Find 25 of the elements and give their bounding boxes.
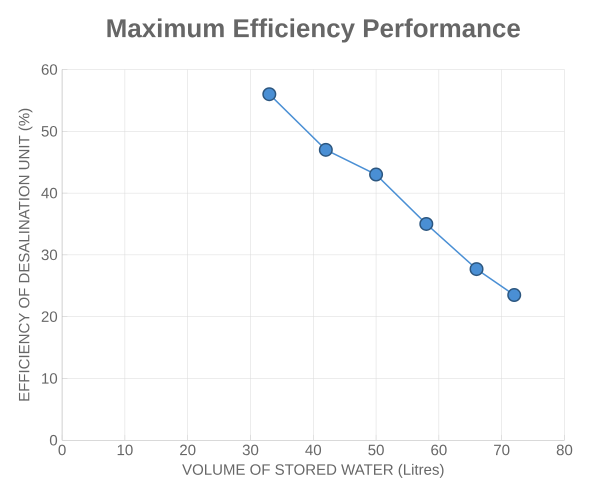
y-tick-label: 40 [41, 188, 58, 198]
y-tick-label: 0 [50, 434, 58, 446]
x-tick-label: 10 [118, 444, 133, 456]
point [470, 262, 484, 276]
x-tick-label: 20 [180, 444, 196, 456]
y-tick-label: 50 [42, 126, 58, 136]
x-tick-label: 30 [242, 444, 258, 456]
y-tick-label: 30 [42, 249, 58, 260]
x-axis-title: VOLUME OF STORED WATER (Litres) [182, 464, 444, 478]
point [262, 87, 276, 102]
x-tick-label: 70 [494, 444, 510, 456]
point [507, 288, 522, 302]
y-tick-label: 10 [42, 373, 58, 384]
y-tick-label: 60 [42, 64, 58, 75]
point [419, 216, 434, 231]
y-axis-title: EFFICIENCY OF DESALINATION UNIT (%) [18, 108, 32, 401]
x-tick-label: 80 [556, 444, 572, 456]
point [318, 142, 333, 157]
chart-title: Maximum Efficiency Performance [107, 18, 520, 42]
x-tick-label: 0 [58, 444, 66, 456]
x-tick-label: 40 [305, 444, 322, 456]
x-tick-label: 60 [431, 444, 447, 456]
point [369, 167, 384, 182]
x-tick-label: 50 [368, 444, 384, 456]
y-tick-label: 20 [42, 311, 58, 322]
